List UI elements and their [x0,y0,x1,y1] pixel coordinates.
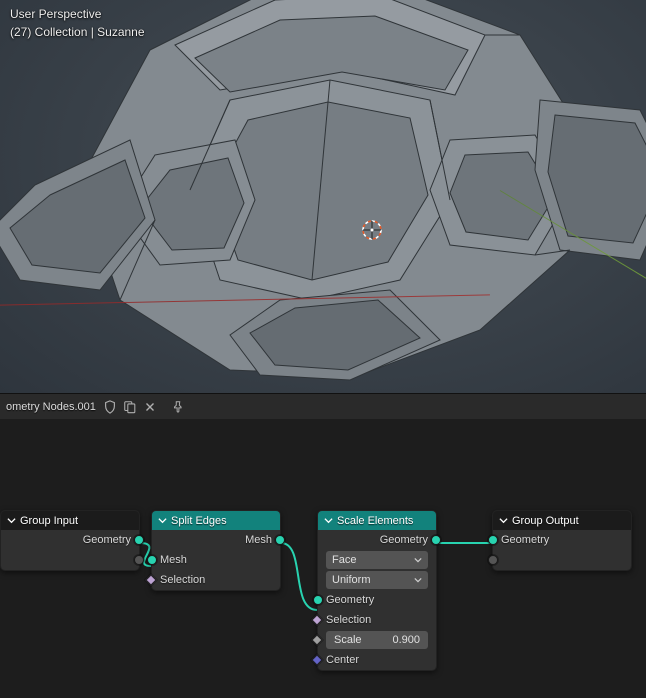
output-label: Mesh [245,534,272,546]
node-header[interactable]: Group Output [493,511,631,530]
node-header[interactable]: Split Edges [152,511,280,530]
field-value: 0.900 [392,634,420,646]
scale-field[interactable]: Scale 0.900 [326,631,428,649]
socket-row: Geometry [318,530,436,550]
shield-icon[interactable] [100,397,120,417]
dropdown-value: Face [332,554,356,566]
socket-row: Geometry [493,530,631,550]
chevron-down-icon [414,556,422,564]
node-scale-elements[interactable]: Scale Elements Geometry Face Uniform Geo… [317,510,437,671]
geometry-socket-icon[interactable] [313,595,323,605]
geometry-socket-icon[interactable] [147,555,157,565]
close-icon[interactable] [140,397,160,417]
node-title: Scale Elements [337,515,413,527]
node-title: Split Edges [171,515,227,527]
input-label: Geometry [501,534,549,546]
socket-row: Scale 0.900 [318,630,436,650]
mode-dropdown[interactable]: Uniform [326,571,428,589]
chevron-down-icon [158,516,167,525]
socket-row: Center [318,650,436,670]
socket-row [493,550,631,570]
mesh-suzanne [0,0,646,393]
node-group-input[interactable]: Group Input Geometry [0,510,140,571]
input-label: Selection [160,574,205,586]
socket-row: Selection [152,570,280,590]
cursor-3d [361,219,383,241]
boolean-socket-icon[interactable] [145,574,156,585]
viewport-3d[interactable]: User Perspective (27) Collection | Suzan… [0,0,646,393]
socket-row: Selection [318,610,436,630]
field-label: Scale [334,634,362,646]
chevron-down-icon [7,516,16,525]
pin-icon[interactable] [168,397,188,417]
node-title: Group Input [20,515,78,527]
vector-socket-icon[interactable] [311,654,322,665]
input-label: Selection [326,614,371,626]
node-editor[interactable]: Group Input Geometry Split Edges Mesh Me… [0,419,646,698]
socket-row: Geometry [318,590,436,610]
geometry-socket-icon[interactable] [134,535,144,545]
output-label: Geometry [83,534,131,546]
geometry-socket-icon[interactable] [275,535,285,545]
node-title: Group Output [512,515,579,527]
socket-row: Mesh [152,530,280,550]
node-header[interactable]: Scale Elements [318,511,436,530]
chevron-down-icon [414,576,422,584]
node-group-output[interactable]: Group Output Geometry [492,510,632,571]
socket-row [1,550,139,570]
node-header[interactable]: Group Input [1,511,139,530]
dropdown-row: Face [318,550,436,570]
input-label: Mesh [160,554,187,566]
geometry-socket-icon[interactable] [488,535,498,545]
float-socket-icon[interactable] [311,634,322,645]
input-label: Center [326,654,359,666]
socket-row: Mesh [152,550,280,570]
chevron-down-icon [499,516,508,525]
geometry-socket-icon[interactable] [431,535,441,545]
boolean-socket-icon[interactable] [311,614,322,625]
node-split-edges[interactable]: Split Edges Mesh Mesh Selection [151,510,281,591]
dropdown-row: Uniform [318,570,436,590]
socket-row: Geometry [1,530,139,550]
viewport-perspective-label: User Perspective [10,7,101,21]
fake-user-icon[interactable] [120,397,140,417]
node-tree-name[interactable]: ometry Nodes.001 [4,401,100,413]
viewport-info-label: (27) Collection | Suzanne [10,25,145,39]
virtual-socket-icon[interactable] [488,555,498,565]
input-label: Geometry [326,594,374,606]
node-editor-header: ometry Nodes.001 [0,393,646,419]
output-label: Geometry [380,534,428,546]
chevron-down-icon [324,516,333,525]
domain-dropdown[interactable]: Face [326,551,428,569]
dropdown-value: Uniform [332,574,371,586]
virtual-socket-icon[interactable] [134,555,144,565]
